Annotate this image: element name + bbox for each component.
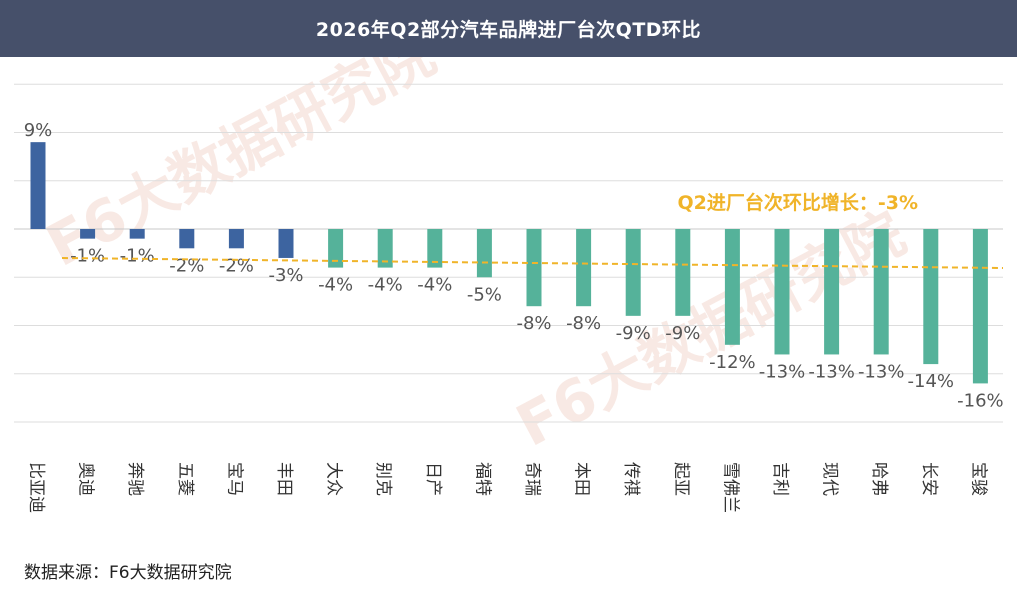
category-label: 奔驰: [125, 462, 145, 496]
bar: [923, 229, 939, 365]
bar: [576, 229, 592, 307]
category-label: 奥迪: [76, 462, 96, 496]
category-label: 传祺: [621, 462, 641, 496]
bar: [972, 229, 988, 384]
bars: [30, 142, 988, 384]
data-label: -1%: [120, 246, 155, 267]
data-label: -1%: [70, 246, 105, 267]
bar: [228, 229, 244, 249]
data-label: -8%: [516, 313, 551, 334]
category-label: 现代: [820, 462, 840, 496]
data-label: -8%: [566, 313, 601, 334]
category-label: 吉利: [770, 462, 790, 496]
data-label: -4%: [368, 275, 403, 296]
category-label: 长安: [919, 462, 939, 496]
trend-line: [61, 257, 1004, 269]
bar: [377, 229, 393, 268]
data-label: -16%: [957, 390, 1004, 411]
category-label: 起亚: [671, 462, 691, 496]
category-label: 五菱: [175, 462, 195, 496]
category-label: 福特: [472, 462, 492, 496]
category-label: 大众: [324, 462, 344, 496]
bar: [675, 229, 691, 316]
category-label: 宝骏: [968, 462, 988, 496]
trend-annotation: Q2进厂台次环比增长：-3%: [677, 191, 918, 214]
category-labels: 比亚迪 奥迪 奔驰 五菱 宝马 丰田 大众 别克 日产 福特 奇瑞 本田 传祺 起亚 雪佛兰 吉利 现代 哈弗 长安…: [26, 462, 988, 513]
bar: [179, 229, 195, 249]
data-label: -3%: [268, 265, 303, 286]
data-label: -2%: [219, 255, 254, 276]
data-label: 9%: [24, 120, 53, 141]
category-label: 丰田: [274, 462, 294, 496]
category-label: 宝马: [224, 462, 244, 496]
data-label: -4%: [417, 275, 452, 296]
value-labels: 9% -1% -1% -2% -2% -3% -4% -4% -4% -5% -8% -8% -9% -9…: [24, 120, 1004, 411]
data-label: -14%: [908, 371, 955, 392]
category-label: 日产: [423, 462, 443, 496]
bar: [625, 229, 641, 316]
category-label: 奇瑞: [522, 462, 542, 496]
data-label: -2%: [169, 255, 204, 276]
bar: [774, 229, 790, 355]
bar: [526, 229, 542, 307]
data-label: -9%: [665, 323, 700, 344]
data-label: -13%: [858, 361, 905, 382]
bar: [427, 229, 443, 268]
data-label: -9%: [616, 323, 651, 344]
bar: [129, 229, 145, 239]
bar: [278, 229, 294, 258]
bar: [824, 229, 840, 355]
data-label: -5%: [467, 284, 502, 305]
bar: [873, 229, 889, 355]
category-label: 本田: [572, 462, 592, 496]
data-label: -4%: [318, 275, 353, 296]
bar: [476, 229, 492, 278]
bar: [80, 229, 96, 239]
data-label: -13%: [759, 361, 806, 382]
bar: [724, 229, 740, 345]
bar: [30, 142, 46, 229]
category-label: 别克: [373, 462, 393, 496]
bar: [328, 229, 344, 268]
data-label: -13%: [808, 361, 855, 382]
trend-line: Q2进厂台次环比增长：-3%: [61, 191, 1004, 269]
source-note: 数据来源：F6大数据研究院: [24, 563, 232, 583]
category-label: 比亚迪: [26, 462, 46, 513]
chart-title: 2026年Q2部分汽车品牌进厂台次QTD环比: [0, 0, 1017, 57]
category-label: 雪佛兰: [720, 462, 740, 513]
data-label: -12%: [709, 352, 756, 373]
category-label: 哈弗: [869, 462, 889, 496]
